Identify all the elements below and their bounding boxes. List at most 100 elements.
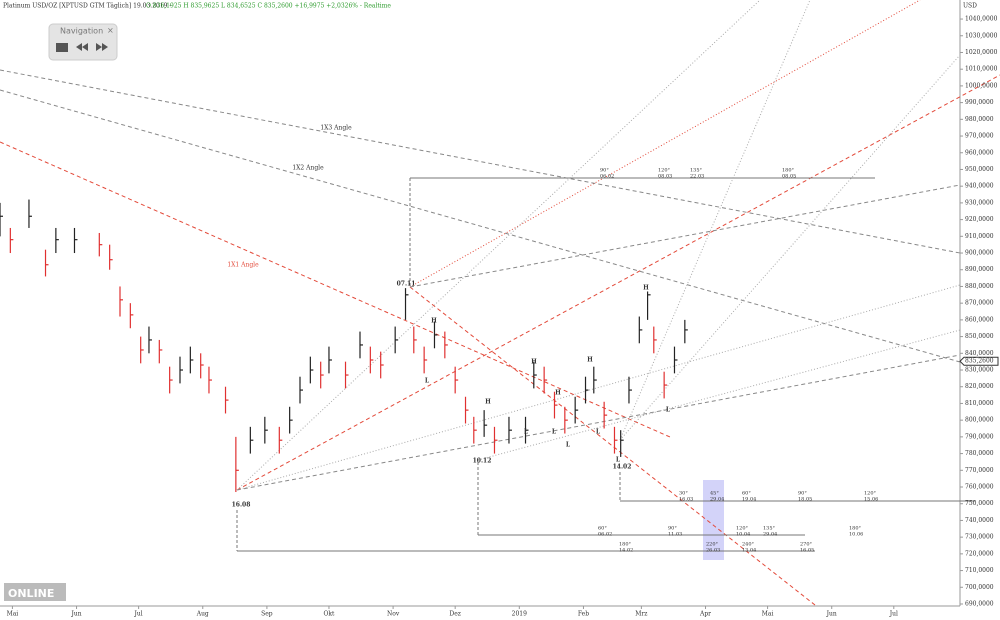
y-tick-label: 860,0000: [965, 316, 994, 323]
annotation: L: [425, 378, 430, 385]
gann-degree: 180°: [782, 168, 795, 174]
y-tick-label: 970,0000: [965, 133, 994, 140]
y-tick-label: 800,0000: [965, 417, 994, 424]
x-tick-label: Aug: [196, 611, 209, 618]
grid-button[interactable]: [56, 43, 68, 52]
annotation: H: [431, 318, 437, 325]
y-tick-label: 980,0000: [965, 116, 994, 123]
angle-line: [236, 354, 961, 491]
annotation: H: [587, 357, 593, 364]
gann-degree: 180°: [849, 526, 862, 532]
annotation: L: [566, 442, 571, 449]
close-button[interactable]: ×: [107, 26, 114, 35]
gann-date: 08.05: [782, 174, 796, 180]
annotation: H: [555, 390, 561, 397]
gann-degree: 45°: [710, 491, 719, 497]
gann-date: 16.03: [679, 497, 693, 503]
y-tick-label: 740,0000: [965, 517, 994, 524]
logo: ONLINE: [4, 583, 66, 601]
gann-date: 08.03: [658, 174, 672, 180]
panel-title: Navigation: [60, 27, 103, 36]
gann-degree: 240°: [742, 542, 755, 548]
annotation: 14.02: [613, 464, 632, 471]
y-tick-label: 700,0000: [965, 584, 994, 591]
annotation: H: [485, 399, 491, 406]
y-tick-label: 910,0000: [965, 233, 994, 240]
x-tick-label: Mai: [7, 611, 19, 618]
y-tick-label: 940,0000: [965, 183, 994, 190]
gann-degree: 120°: [736, 526, 749, 532]
gann-degree: 180°: [619, 542, 632, 548]
gann-date: 10.06: [849, 532, 863, 538]
y-tick-label: 730,0000: [965, 534, 994, 541]
y-tick-label: 770,0000: [965, 467, 994, 474]
annotation: 1X2 Angle: [292, 165, 324, 172]
y-tick-label: 920,0000: [965, 216, 994, 223]
gann-degree: 30°: [679, 491, 688, 497]
x-tick-label: Jul: [889, 611, 898, 618]
quote: O 836,1925 H 835,9625 L 834,6525 C 835,2…: [146, 3, 391, 10]
logo-box: [4, 583, 66, 601]
gann-date: 06.02: [598, 532, 612, 538]
annotation: L: [616, 457, 621, 464]
gann-degree: 90°: [668, 526, 677, 532]
x-tick-label: Jun: [70, 611, 81, 618]
annotation: L: [524, 429, 529, 436]
x-tick-label: Okt: [323, 611, 335, 618]
y-tick-label: 990,0000: [965, 99, 994, 106]
y-tick-label: 810,0000: [965, 400, 994, 407]
y-tick-label: 840,0000: [965, 350, 994, 357]
gann-degree: 90°: [600, 168, 609, 174]
x-tick-label: Apr: [699, 611, 711, 618]
y-tick-label: 720,0000: [965, 550, 994, 557]
y-tick-label: 750,0000: [965, 500, 994, 507]
gann-degree: 120°: [658, 168, 671, 174]
gann-degree: 120°: [864, 491, 877, 497]
gann-degree: 60°: [742, 491, 751, 497]
x-tick-label: Dez: [449, 611, 461, 618]
x-tick-label: Sep: [261, 611, 273, 618]
y-tick-label: 1040,0000: [965, 16, 998, 23]
time-band: [703, 480, 724, 560]
x-tick-label: Feb: [578, 611, 589, 618]
angle-line: [236, 284, 961, 491]
annotation: L: [552, 429, 557, 436]
annotation: L: [666, 407, 671, 414]
y-tick-label: 1020,0000: [965, 49, 998, 56]
back-button[interactable]: [76, 43, 88, 51]
gann-degree: 270°: [800, 542, 813, 548]
forward-button[interactable]: [96, 43, 108, 51]
y-tick-label: 890,0000: [965, 266, 994, 273]
gann-date: 16.05: [800, 548, 814, 554]
x-tick-label: Mrz: [635, 611, 647, 618]
gann-degree: 135°: [763, 526, 776, 532]
price-tag-label: 835,2600: [965, 358, 994, 365]
angle-line: [409, 184, 961, 288]
x-tick-label: Nov: [387, 611, 400, 618]
annotation: H: [531, 359, 537, 366]
x-tick-label: Mai: [762, 611, 774, 618]
annotation: L: [596, 429, 601, 436]
annotation: 10.12: [473, 458, 492, 465]
gann-date: 06.02: [600, 174, 614, 180]
gann-date: 10.04: [736, 532, 750, 538]
x-tick-label: Jul: [134, 611, 143, 618]
y-tick-label: 820,0000: [965, 383, 994, 390]
y-tick-label: 710,0000: [965, 567, 994, 574]
gann-date: 19.04: [742, 497, 756, 503]
gann-degree: 135°: [690, 168, 703, 174]
y-axis-label: USD: [963, 3, 977, 10]
y-tick-label: 880,0000: [965, 283, 994, 290]
angle-line: [619, 0, 811, 441]
annotation: H: [643, 285, 649, 292]
gann-lines: [0, 0, 1000, 606]
y-tick-label: 1010,0000: [965, 66, 998, 73]
y-tick-label: 850,0000: [965, 333, 994, 340]
navigation-panel[interactable]: Navigation ×: [48, 23, 118, 61]
angle-line: [236, 0, 761, 491]
x-tick-label: Jun: [826, 611, 837, 618]
gann-date: 14.02: [619, 548, 633, 554]
y-tick-label: 690,0000: [965, 600, 994, 607]
